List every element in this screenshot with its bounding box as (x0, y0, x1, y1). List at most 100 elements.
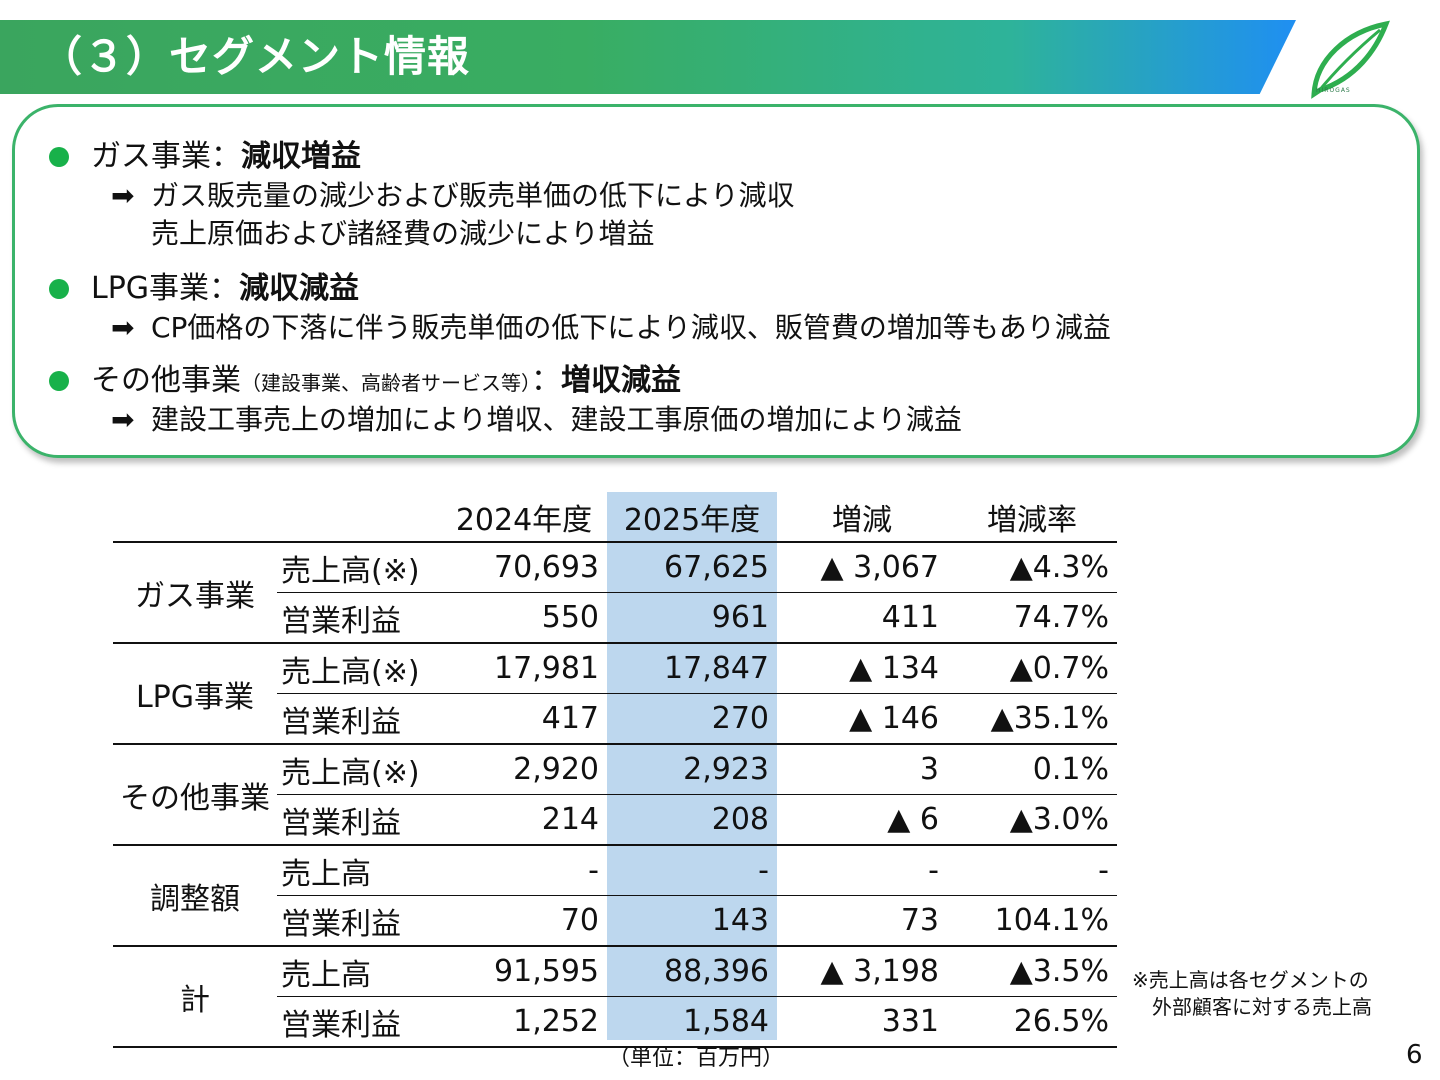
item-cell: 売上高(※) (277, 643, 441, 694)
segment-detail: ➡ ガス販売量の減少および販売単価の低下により減収 (111, 177, 794, 215)
segment-separator: ： (209, 271, 240, 306)
summary-box: ガス事業：減収増益 ➡ ガス販売量の減少および販売単価の低下により減収 売上原価お… (12, 104, 1420, 458)
value-2024-cell: 2,920 (441, 744, 607, 795)
segment-cell: ガス事業 (113, 541, 277, 644)
footnote: ※売上高は各セグメントの 外部顧客に対する売上高 (1132, 968, 1372, 1019)
segment-detail: 売上原価および諸経費の減少により増益 (151, 217, 655, 250)
bullet-icon (49, 279, 69, 299)
header-cell (277, 492, 441, 542)
value-2025-cell: 1,584 (607, 996, 777, 1048)
item-cell: 売上高(※) (277, 744, 441, 795)
table-row: 営業利益 70 143 73 104.1% (113, 895, 1117, 947)
header-cell: 2024年度 (455, 502, 593, 538)
table-row: 営業利益 550 961 411 74.7% (113, 592, 1117, 644)
value-2025-cell: 88,396 (607, 946, 777, 997)
table-row: 営業利益 1,252 1,584 331 26.5% (113, 996, 1117, 1048)
segment-detail: ➡ CP価格の下落に伴う販売単価の低下により減収、販管費の増加等もあり減益 (111, 309, 1111, 347)
segment-result: 減収増益 (241, 139, 361, 174)
change-cell: 73 (777, 895, 947, 947)
value-2025-cell: - (607, 845, 777, 896)
segment-name: LPG事業 (91, 271, 210, 306)
segment-heading: ガス事業：減収増益 (91, 135, 361, 179)
header-cell: 増減 (832, 502, 892, 538)
change-cell: ▲ 146 (777, 693, 947, 745)
value-2024-cell: 550 (441, 592, 607, 644)
segment-detail: ➡ 建設工事売上の増加により増収、建設工事原価の増加により減益 (111, 401, 962, 439)
table-row: 計売上高 91,595 88,396 ▲ 3,198 ▲3.5% (113, 946, 1117, 1048)
segment-result: 増収減益 (561, 363, 681, 398)
segment-separator: ： (531, 363, 561, 398)
value-2025-cell: 961 (607, 592, 777, 644)
header-cell: 2025年度 (623, 502, 761, 538)
item-cell: 売上高 (277, 845, 441, 896)
bullet-icon (49, 371, 69, 391)
rate-cell: 26.5% (947, 996, 1117, 1048)
segment-cell: LPG事業 (113, 643, 277, 745)
rate-cell: 0.1% (947, 744, 1117, 795)
table-row: その他事業 売上高(※) 2,920 2,923 3 0.1% (113, 744, 1117, 846)
change-cell: ▲ 6 (777, 794, 947, 846)
change-cell: ▲ 134 (777, 643, 947, 694)
rate-cell: ▲3.0% (947, 794, 1117, 846)
table-row: LPG事業 売上高(※) 17,981 17,847 ▲ 134 ▲0.7% (113, 643, 1117, 745)
value-2024-cell: 17,981 (441, 643, 607, 694)
change-cell: 331 (777, 996, 947, 1048)
header-cell (113, 492, 277, 542)
value-2024-cell: 1,252 (441, 996, 607, 1048)
item-cell: 営業利益 (277, 895, 441, 947)
change-cell: ▲ 3,198 (777, 946, 947, 997)
rate-cell: 74.7% (947, 592, 1117, 644)
table-row: ガス事業 売上高(※) 70,693 67,625 ▲ 3,067 ▲4.3% (113, 541, 1117, 644)
value-2025-cell: 67,625 (607, 541, 777, 593)
arrow-right-icon: ➡ (111, 311, 135, 344)
segment-heading: LPG事業：減収減益 (91, 267, 359, 311)
change-cell: ▲ 3,067 (777, 541, 947, 593)
header-cell: 増減率 (987, 502, 1077, 538)
table-row: 営業利益 417 270 ▲ 146 ▲35.1% (113, 693, 1117, 745)
value-2025-cell: 17,847 (607, 643, 777, 694)
value-2025-cell: 143 (607, 895, 777, 947)
table-row: 調整額 売上高 - - - - (113, 845, 1117, 947)
segment-result: 減収減益 (239, 271, 360, 306)
value-2025-cell: 2,923 (607, 744, 777, 795)
value-2025-cell: 208 (607, 794, 777, 846)
segment-heading: その他事業（建設事業、高齢者サービス等）：増収減益 (91, 359, 681, 405)
table-row: 営業利益 214 208 ▲ 6 ▲3.0% (113, 794, 1117, 846)
unit-label: （単位：百万円） (608, 1046, 785, 1071)
leaf-logo-icon (1311, 20, 1390, 99)
segment-cell: 計 (113, 946, 277, 1048)
item-cell: 売上高(※) (277, 541, 441, 593)
value-2024-cell: 70 (441, 895, 607, 947)
segment-cell: 調整額 (113, 845, 277, 947)
arrow-right-icon: ➡ (111, 179, 135, 212)
segment-cell: その他事業 (113, 744, 277, 846)
rate-cell: ▲0.7% (947, 643, 1117, 694)
segment-table-wrap: 2024年度 2025年度 増減 増減率 ガス事業 売上高(※) 70,693 67,… (113, 492, 1117, 1048)
bullet-icon (49, 147, 69, 167)
value-2025-cell: 270 (607, 693, 777, 745)
change-cell: - (777, 845, 947, 896)
item-cell: 営業利益 (277, 592, 441, 644)
segment-name: ガス事業 (91, 139, 211, 174)
item-cell: 営業利益 (277, 794, 441, 846)
value-2024-cell: 417 (441, 693, 607, 745)
header-band (0, 20, 1296, 94)
segment-note: （建設事業、高齢者サービス等） (241, 371, 531, 395)
rate-cell: ▲35.1% (947, 693, 1117, 745)
page-title: （３）セグメント情報 (40, 32, 471, 81)
change-cell: 411 (777, 592, 947, 644)
segment-separator: ： (211, 139, 241, 174)
item-cell: 営業利益 (277, 996, 441, 1048)
segment-name: その他事業 (91, 363, 241, 398)
rate-cell: 104.1% (947, 895, 1117, 947)
value-2024-cell: 214 (441, 794, 607, 846)
table-header-row: 2024年度 2025年度 増減 増減率 (113, 492, 1117, 542)
rate-cell: ▲3.5% (947, 946, 1117, 997)
rate-cell: ▲4.3% (947, 541, 1117, 593)
arrow-right-icon: ➡ (111, 403, 135, 436)
segment-table: 2024年度 2025年度 増減 増減率 ガス事業 売上高(※) 70,693 67,… (113, 492, 1117, 1048)
value-2024-cell: - (441, 845, 607, 896)
logo-text: HIROGAS (1316, 87, 1351, 94)
page-number: 6 (1406, 1040, 1423, 1070)
change-cell: 3 (777, 744, 947, 795)
